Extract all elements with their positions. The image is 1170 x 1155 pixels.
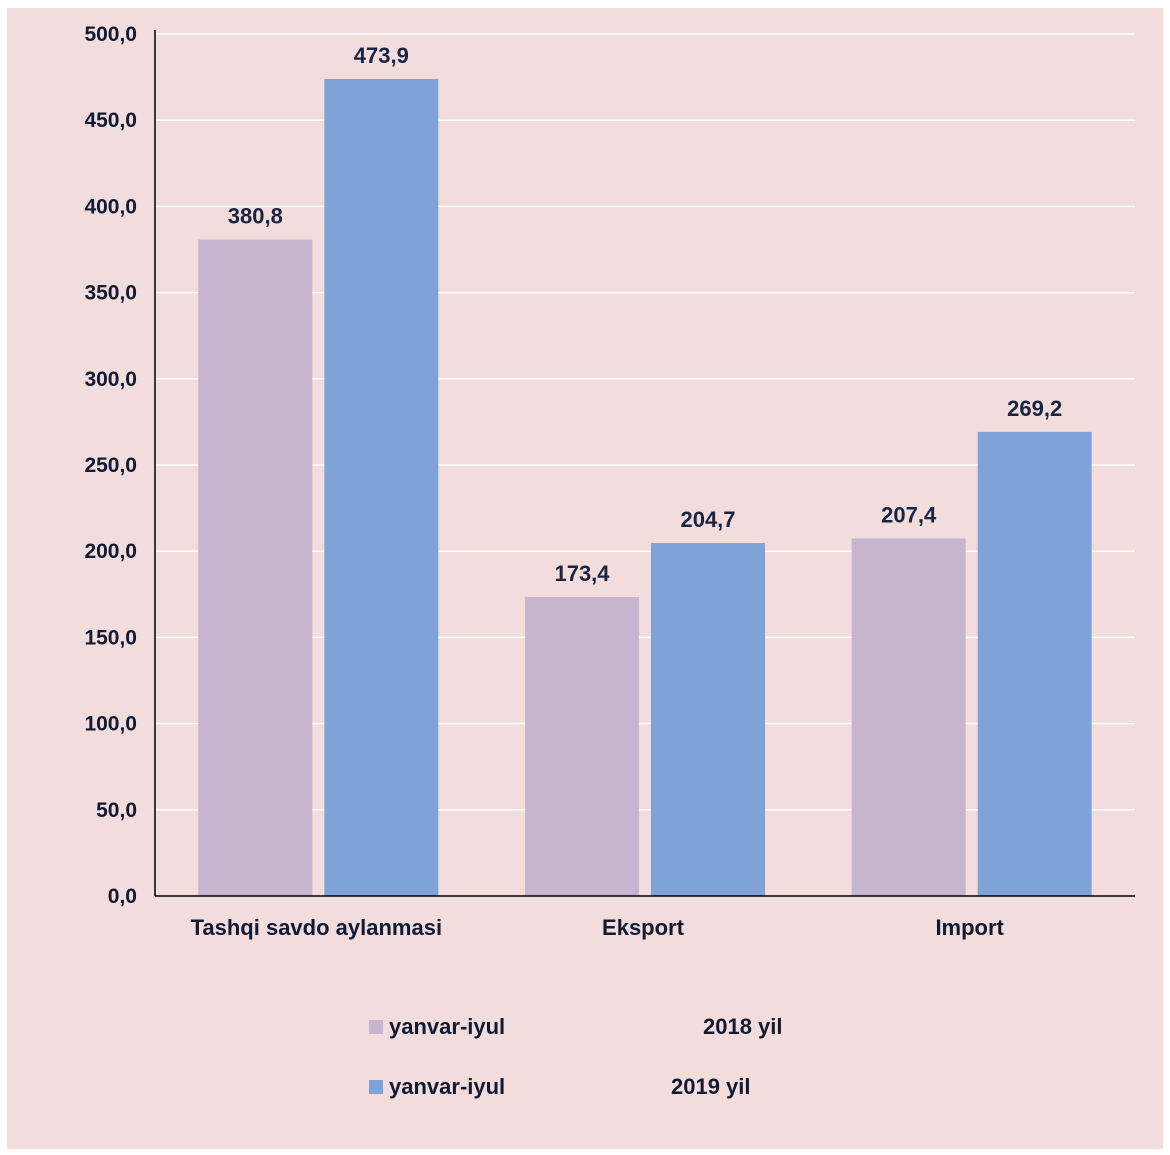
data-label: 269,2	[1007, 396, 1062, 421]
x-tick-label: Tashqi savdo aylanmasi	[191, 915, 442, 940]
legend-label: yanvar-iyul	[389, 1014, 505, 1039]
y-tick-label: 100,0	[84, 713, 137, 736]
data-label: 204,7	[680, 507, 735, 532]
bar	[651, 543, 765, 896]
bar	[851, 538, 966, 896]
y-tick-label: 450,0	[84, 109, 137, 132]
bar	[525, 597, 639, 896]
legend-swatch	[369, 1080, 383, 1094]
legend-swatch	[369, 1020, 383, 1034]
bar	[324, 78, 439, 896]
y-tick-label: 350,0	[84, 282, 137, 305]
chart-area: 0,0 50,0 100,0 150,0 200,0 250,0 300,0 350,0 400…	[7, 8, 1163, 1149]
y-tick-label: 250,0	[84, 454, 137, 477]
y-tick-label: 150,0	[84, 626, 137, 649]
x-tick-label: Eksport	[602, 915, 685, 940]
y-tick-label: 300,0	[84, 368, 137, 391]
bar	[977, 431, 1092, 896]
y-tick-label: 400,0	[84, 195, 137, 218]
x-tick-label: Import	[935, 915, 1004, 940]
data-label: 380,8	[228, 204, 283, 229]
y-tick-label: 500,0	[84, 23, 137, 46]
y-tick-label: 50,0	[96, 799, 137, 822]
data-label: 207,4	[881, 502, 937, 527]
legend-label: 2018 yil	[703, 1014, 783, 1039]
legend-label: 2019 yil	[671, 1074, 751, 1099]
y-tick-label: 200,0	[84, 540, 137, 563]
legend-label: yanvar-iyul	[389, 1074, 505, 1099]
y-tick-label: 0,0	[108, 885, 137, 908]
data-label: 473,9	[354, 43, 409, 68]
data-label: 173,4	[554, 561, 610, 586]
bar	[198, 239, 313, 896]
bar-chart: 0,0 50,0 100,0 150,0 200,0 250,0 300,0 350,0 400…	[7, 8, 1163, 1149]
